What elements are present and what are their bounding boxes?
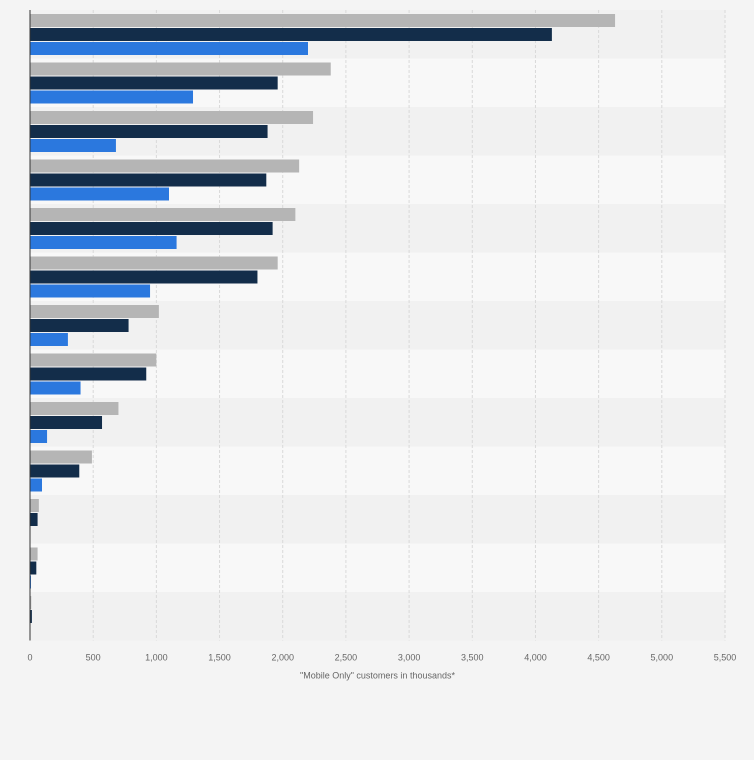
x-tick-label-0: 0	[27, 653, 32, 663]
x-tick-label-6: 3,000	[398, 653, 421, 663]
bar-row7-series1	[30, 367, 147, 381]
bar-row11-series0	[30, 547, 38, 561]
bar-row1-series0	[30, 62, 331, 76]
bar-row6-series1	[30, 319, 129, 332]
bar-row7-series0	[30, 353, 157, 367]
bar-row0-series0	[30, 14, 616, 27]
bar-row12-series0	[30, 596, 32, 609]
x-tick-label-2: 1,000	[145, 653, 168, 663]
bar-row4-series2	[30, 236, 177, 249]
x-tick-label-10: 5,000	[651, 653, 674, 663]
bar-row9-series1	[30, 464, 80, 478]
x-tick-labels: 0 500 1,000 1,500 2,000 2,500 3,000 3,500 4,000 4…	[27, 653, 736, 663]
x-tick-label-11: 5,500	[714, 653, 737, 663]
x-tick-label-3: 1,500	[208, 653, 231, 663]
bar-row5-series0	[30, 256, 278, 270]
x-tick-label-5: 2,500	[335, 653, 358, 663]
bar-row10-series0	[30, 499, 39, 512]
bar-row3-series2	[30, 187, 169, 201]
bar-row6-series0	[30, 305, 159, 318]
bar-row2-series0	[30, 111, 314, 124]
bar-row3-series1	[30, 173, 267, 187]
bar-row9-series2	[30, 478, 43, 492]
bar-row5-series1	[30, 270, 258, 284]
bar-row6-series2	[30, 333, 68, 346]
bar-row11-series1	[30, 561, 37, 575]
bar-row4-series0	[30, 208, 296, 221]
bar-row5-series2	[30, 284, 151, 298]
bar-row2-series1	[30, 125, 268, 138]
bar-row12-series1	[30, 610, 32, 623]
bar-row1-series2	[30, 90, 194, 104]
bars	[30, 14, 616, 623]
bar-row3-series0	[30, 159, 300, 173]
x-tick-label-8: 4,000	[524, 653, 547, 663]
bar-row9-series0	[30, 450, 92, 464]
row-band-12	[30, 592, 725, 641]
row-bands	[30, 10, 725, 641]
bar-row7-series2	[30, 381, 81, 395]
row-band-9	[30, 446, 725, 495]
x-tick-label-9: 4,500	[587, 653, 610, 663]
x-tick-label-7: 3,500	[461, 653, 484, 663]
bar-row1-series1	[30, 76, 278, 90]
row-band-10	[30, 495, 725, 544]
bar-row8-series1	[30, 416, 103, 429]
x-tick-label-1: 500	[86, 653, 101, 663]
bar-row8-series2	[30, 430, 48, 443]
bar-row2-series2	[30, 139, 116, 152]
row-band-11	[30, 543, 725, 592]
bar-row10-series1	[30, 513, 38, 526]
x-tick-label-4: 2,000	[271, 653, 294, 663]
x-axis-title: "Mobile Only" customers in thousands*	[300, 671, 455, 681]
bar-row4-series1	[30, 222, 273, 235]
row-band-8	[30, 398, 725, 447]
bar-row0-series1	[30, 28, 552, 41]
bar-row0-series2	[30, 42, 308, 55]
bar-row8-series0	[30, 402, 119, 415]
